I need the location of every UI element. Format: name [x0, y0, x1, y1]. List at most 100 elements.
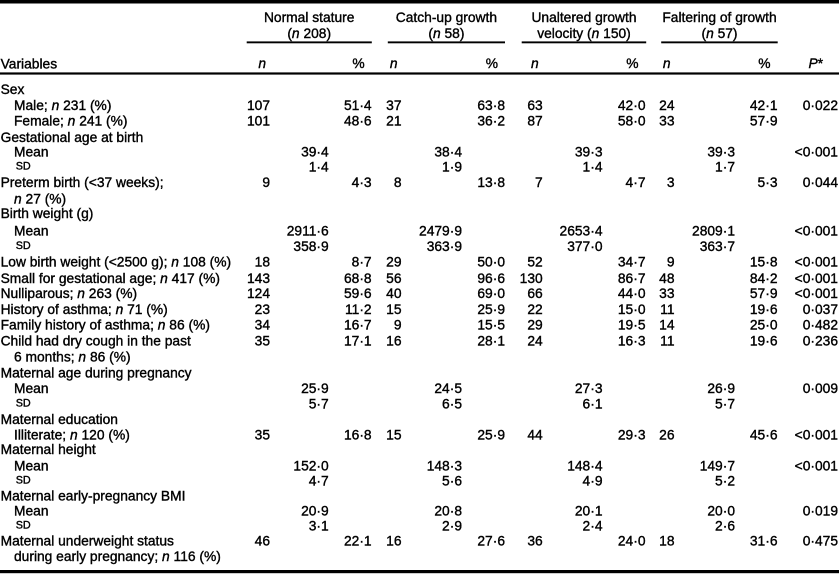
svg-text:9: 9: [394, 318, 402, 333]
svg-text:27·6: 27·6: [477, 534, 505, 549]
svg-text:5·6: 5·6: [442, 473, 462, 488]
svg-text:39·3: 39·3: [707, 145, 735, 160]
svg-text:69·0: 69·0: [477, 286, 505, 301]
svg-text:17·1: 17·1: [344, 334, 372, 349]
svg-text:SD: SD: [16, 475, 31, 487]
svg-text:16·8: 16·8: [344, 428, 372, 443]
svg-text:39·4: 39·4: [301, 145, 329, 160]
svg-text:66: 66: [527, 286, 543, 301]
svg-text:42·0: 42·0: [618, 98, 646, 113]
svg-text:5·2: 5·2: [715, 473, 735, 488]
svg-text:130: 130: [520, 271, 543, 286]
svg-text:149·7: 149·7: [700, 458, 735, 473]
svg-text:during early pregnancy; n 116: during early pregnancy; n 116 (%): [14, 549, 221, 564]
svg-text:%: %: [486, 56, 498, 71]
svg-text:2·6: 2·6: [715, 519, 735, 534]
svg-text:8: 8: [394, 175, 402, 190]
svg-text:0·019: 0·019: [803, 504, 839, 519]
svg-text:<0·001: <0·001: [795, 145, 838, 160]
svg-text:2911·6: 2911·6: [287, 223, 329, 238]
svg-text:34·7: 34·7: [618, 254, 646, 269]
svg-text:Catch-up growth: Catch-up growth: [396, 10, 497, 25]
svg-text:33: 33: [659, 114, 675, 129]
svg-text:29: 29: [527, 318, 543, 333]
svg-text:3: 3: [667, 175, 675, 190]
svg-text:Maternal education: Maternal education: [1, 412, 118, 427]
svg-text:Low birth weight (<2500 g); n: Low birth weight (<2500 g); n 108 (%): [1, 254, 232, 269]
svg-text:35: 35: [255, 428, 271, 443]
svg-text:<0·001: <0·001: [795, 286, 838, 301]
svg-text:29: 29: [386, 254, 402, 269]
svg-text:(n 208): (n 208): [287, 26, 331, 41]
svg-text:27·3: 27·3: [575, 381, 603, 396]
svg-text:68·8: 68·8: [344, 271, 372, 286]
svg-text:n: n: [390, 56, 398, 71]
svg-text:Mean: Mean: [14, 458, 49, 473]
svg-text:25·9: 25·9: [301, 381, 329, 396]
svg-text:143: 143: [247, 271, 270, 286]
svg-text:5·3: 5·3: [758, 175, 778, 190]
svg-text:25·9: 25·9: [477, 302, 505, 317]
svg-text:SD: SD: [16, 161, 31, 173]
svg-text:9: 9: [667, 254, 675, 269]
svg-text:36·2: 36·2: [477, 114, 505, 129]
svg-text:363·7: 363·7: [700, 239, 735, 254]
svg-text:Variables: Variables: [1, 56, 58, 71]
svg-text:6 months; n 86 (%): 6 months; n 86 (%): [14, 349, 131, 364]
svg-text:Gestational age at birth: Gestational age at birth: [1, 130, 144, 145]
svg-text:57·9: 57·9: [750, 114, 778, 129]
svg-text:24: 24: [659, 98, 675, 113]
svg-text:%: %: [758, 56, 770, 71]
svg-text:58·0: 58·0: [618, 114, 646, 129]
svg-text:40: 40: [386, 286, 402, 301]
svg-text:SD: SD: [16, 398, 31, 410]
svg-text:6·5: 6·5: [442, 397, 462, 412]
svg-text:48·6: 48·6: [344, 114, 372, 129]
svg-text:Nulliparous; n 263 (%): Nulliparous; n 263 (%): [1, 286, 138, 301]
svg-text:1·9: 1·9: [442, 160, 462, 175]
svg-text:SD: SD: [16, 240, 31, 252]
svg-text:63: 63: [527, 98, 543, 113]
svg-text:26·9: 26·9: [707, 381, 735, 396]
svg-text:Maternal age during pregnancy: Maternal age during pregnancy: [1, 365, 192, 380]
svg-text:48: 48: [659, 271, 675, 286]
svg-text:35: 35: [255, 334, 271, 349]
svg-text:2809·1: 2809·1: [692, 223, 735, 238]
svg-text:<0·001: <0·001: [795, 223, 838, 238]
svg-text:15·8: 15·8: [750, 254, 778, 269]
svg-text:Male; n 231 (%): Male; n 231 (%): [14, 98, 111, 113]
svg-text:46: 46: [255, 534, 271, 549]
svg-text:20·1: 20·1: [575, 504, 603, 519]
svg-text:18: 18: [255, 254, 271, 269]
svg-text:2·9: 2·9: [442, 519, 462, 534]
svg-text:<0·001: <0·001: [795, 428, 838, 443]
svg-text:50·0: 50·0: [477, 254, 505, 269]
svg-text:19·6: 19·6: [750, 302, 778, 317]
svg-text:Maternal height: Maternal height: [1, 442, 96, 457]
svg-text:3·1: 3·1: [309, 519, 329, 534]
svg-text:Sex: Sex: [1, 82, 25, 97]
svg-text:11: 11: [660, 302, 674, 317]
svg-text:13·8: 13·8: [477, 175, 505, 190]
svg-text:5·7: 5·7: [309, 397, 329, 412]
svg-text:1·4: 1·4: [309, 160, 329, 175]
svg-text:44: 44: [527, 428, 543, 443]
svg-text:148·4: 148·4: [567, 458, 603, 473]
svg-text:22·1: 22·1: [344, 534, 372, 549]
svg-text:1·4: 1·4: [583, 160, 603, 175]
svg-text:11·2: 11·2: [345, 302, 372, 317]
svg-text:n: n: [663, 56, 671, 71]
svg-text:107: 107: [247, 98, 270, 113]
svg-text:Faltering of growth: Faltering of growth: [662, 10, 776, 25]
svg-text:36: 36: [527, 534, 543, 549]
svg-text:101: 101: [247, 114, 270, 129]
svg-text:96·6: 96·6: [477, 271, 505, 286]
svg-text:4·9: 4·9: [583, 473, 603, 488]
svg-text:24·5: 24·5: [434, 381, 462, 396]
svg-text:Normal stature: Normal stature: [264, 10, 355, 25]
svg-text:33: 33: [659, 286, 675, 301]
svg-text:31·6: 31·6: [750, 534, 778, 549]
svg-text:n: n: [531, 56, 539, 71]
svg-text:377·0: 377·0: [567, 239, 603, 254]
svg-text:22: 22: [527, 302, 542, 317]
